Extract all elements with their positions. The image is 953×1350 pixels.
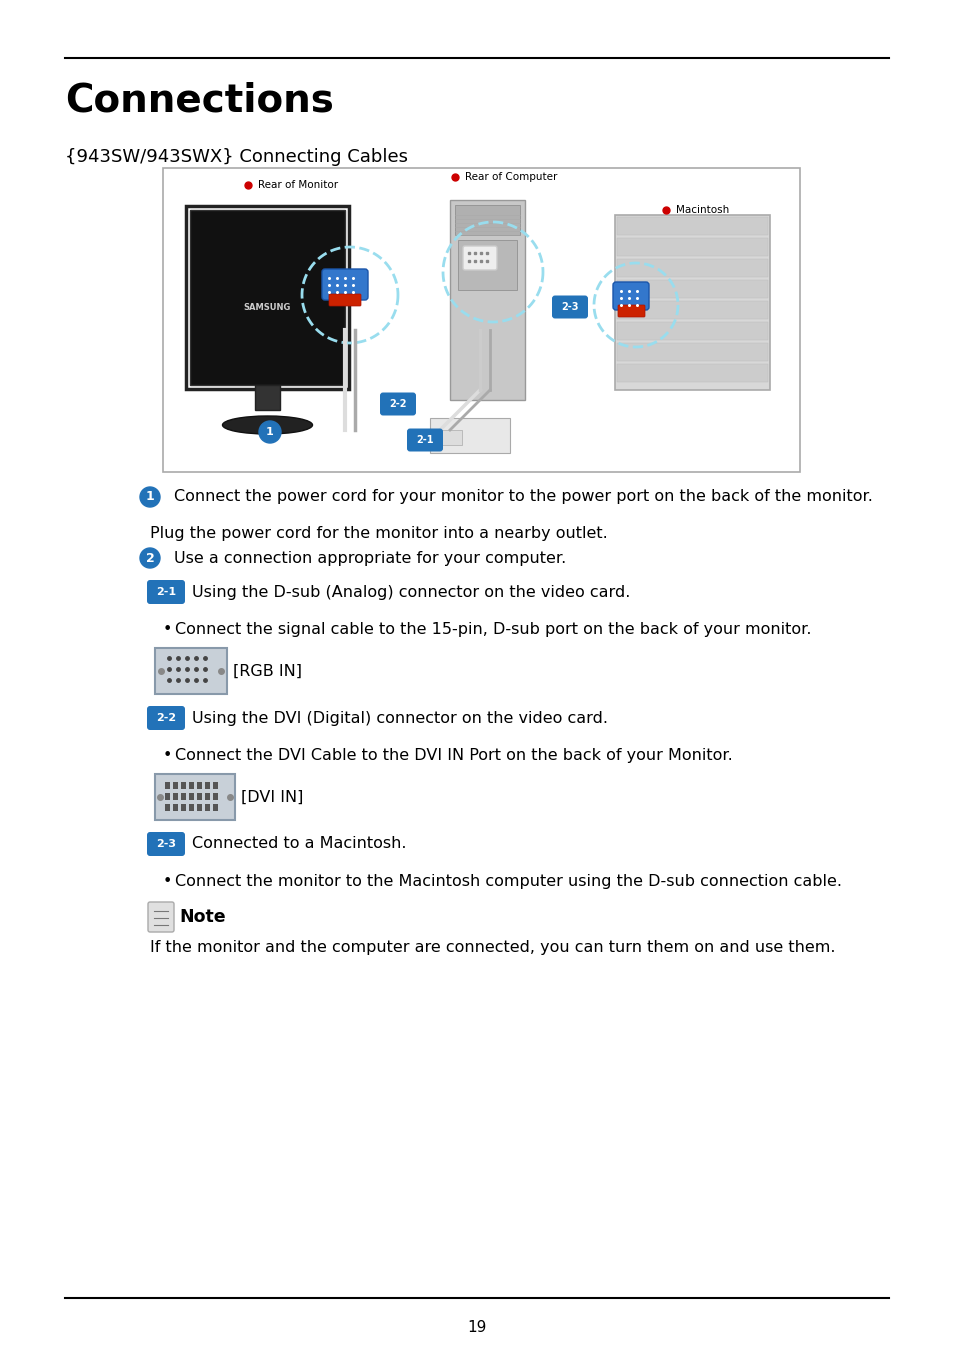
Bar <box>455 205 519 235</box>
Bar <box>196 792 202 801</box>
Text: 2-1: 2-1 <box>416 435 434 446</box>
Text: Connect the monitor to the Macintosh computer using the D-sub connection cable.: Connect the monitor to the Macintosh com… <box>174 873 841 890</box>
Text: 1: 1 <box>146 490 154 504</box>
Bar <box>181 782 186 788</box>
Text: 2-2: 2-2 <box>389 400 406 409</box>
Text: 2-2: 2-2 <box>155 713 176 724</box>
Bar <box>617 217 767 235</box>
Text: 19: 19 <box>467 1320 486 1335</box>
Text: 2-3: 2-3 <box>156 838 175 849</box>
Text: Connect the DVI Cable to the DVI IN Port on the back of your Monitor.: Connect the DVI Cable to the DVI IN Port… <box>174 748 732 763</box>
FancyBboxPatch shape <box>613 282 648 310</box>
Text: •: • <box>163 873 172 890</box>
FancyBboxPatch shape <box>462 246 497 270</box>
Bar <box>196 805 202 811</box>
Text: 1: 1 <box>266 427 274 437</box>
Bar <box>189 792 193 801</box>
Bar <box>172 782 178 788</box>
Text: Using the DVI (Digital) connector on the video card.: Using the DVI (Digital) connector on the… <box>192 710 607 725</box>
Circle shape <box>140 548 160 568</box>
FancyBboxPatch shape <box>322 269 368 300</box>
FancyBboxPatch shape <box>148 902 173 932</box>
Bar <box>181 792 186 801</box>
FancyBboxPatch shape <box>154 774 234 819</box>
Bar <box>181 805 186 811</box>
Bar <box>213 792 218 801</box>
Text: [RGB IN]: [RGB IN] <box>233 663 302 679</box>
Text: •: • <box>163 622 172 637</box>
Bar <box>617 238 767 256</box>
Bar <box>205 782 210 788</box>
FancyBboxPatch shape <box>407 428 442 451</box>
Text: Note: Note <box>179 909 226 926</box>
Text: Using the D-sub (Analog) connector on the video card.: Using the D-sub (Analog) connector on th… <box>192 585 630 599</box>
Text: Rear of Computer: Rear of Computer <box>464 171 557 182</box>
Circle shape <box>258 421 281 443</box>
FancyBboxPatch shape <box>147 832 185 856</box>
Text: Use a connection appropriate for your computer.: Use a connection appropriate for your co… <box>173 551 566 566</box>
Text: •: • <box>163 748 172 763</box>
Bar <box>439 431 461 446</box>
Bar <box>617 279 767 298</box>
Bar <box>189 782 193 788</box>
Text: Rear of Monitor: Rear of Monitor <box>257 180 337 190</box>
FancyBboxPatch shape <box>147 580 185 603</box>
Bar <box>165 782 170 788</box>
Bar <box>190 211 345 385</box>
FancyBboxPatch shape <box>552 296 587 319</box>
Text: Connect the power cord for your monitor to the power port on the back of the mon: Connect the power cord for your monitor … <box>173 490 872 505</box>
Bar <box>205 805 210 811</box>
Bar <box>254 385 280 410</box>
Ellipse shape <box>222 416 313 433</box>
Bar <box>213 805 218 811</box>
Text: 2-3: 2-3 <box>560 302 578 312</box>
Bar <box>457 240 517 290</box>
Text: Connected to a Macintosh.: Connected to a Macintosh. <box>192 837 406 852</box>
Text: If the monitor and the computer are connected, you can turn them on and use them: If the monitor and the computer are conn… <box>150 940 835 954</box>
FancyBboxPatch shape <box>147 706 185 730</box>
Bar <box>617 343 767 360</box>
Bar <box>163 167 800 472</box>
Text: Macintosh: Macintosh <box>676 205 728 215</box>
Text: {943SW/943SWX} Connecting Cables: {943SW/943SWX} Connecting Cables <box>65 148 408 166</box>
Text: Plug the power cord for the monitor into a nearby outlet.: Plug the power cord for the monitor into… <box>150 526 607 541</box>
Bar <box>430 418 510 454</box>
Bar <box>450 200 524 400</box>
Bar <box>617 323 767 340</box>
Circle shape <box>140 487 160 508</box>
Text: 2-1: 2-1 <box>155 587 176 597</box>
Bar <box>205 792 210 801</box>
FancyBboxPatch shape <box>329 294 360 306</box>
FancyBboxPatch shape <box>618 305 644 317</box>
Bar <box>617 301 767 319</box>
Bar <box>172 805 178 811</box>
Bar <box>189 805 193 811</box>
Text: SAMSUNG: SAMSUNG <box>244 302 291 312</box>
Text: Connect the signal cable to the 15-pin, D-sub port on the back of your monitor.: Connect the signal cable to the 15-pin, … <box>174 622 811 637</box>
Text: Connections: Connections <box>65 82 334 120</box>
Bar <box>213 782 218 788</box>
Bar <box>165 805 170 811</box>
Bar <box>172 792 178 801</box>
FancyBboxPatch shape <box>379 393 416 416</box>
Bar <box>615 215 769 390</box>
Text: [DVI IN]: [DVI IN] <box>241 790 303 805</box>
FancyBboxPatch shape <box>154 648 227 694</box>
Bar <box>196 782 202 788</box>
Bar <box>165 792 170 801</box>
Text: 2: 2 <box>146 552 154 564</box>
Bar <box>617 259 767 277</box>
Bar <box>617 364 767 382</box>
Bar <box>186 207 349 389</box>
